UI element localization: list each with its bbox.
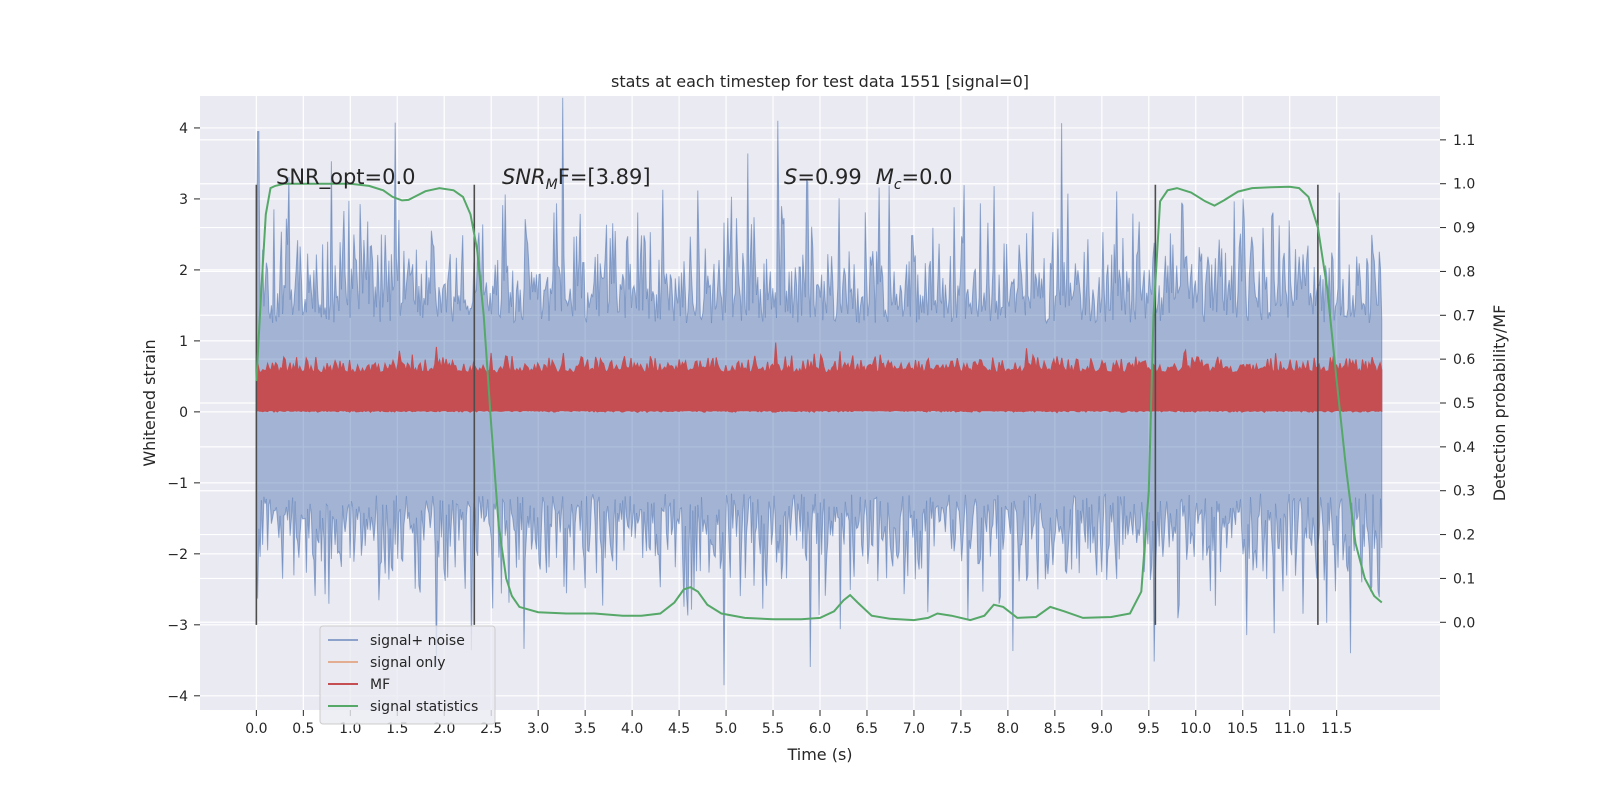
x-tick-label: 2.0 [433,721,455,737]
x-tick-label: 11.0 [1274,721,1305,737]
x-tick-label: 5.0 [715,721,737,737]
snr-mf-sub: M [546,177,558,193]
x-axis-label: Time (s) [786,745,852,764]
x-tick-label: 6.0 [809,721,831,737]
x-tick-label: 4.5 [668,721,690,737]
x-tick-label: 8.5 [1044,721,1066,737]
y-tick-label: −4 [167,689,188,705]
y-tick-label: 3 [179,192,188,208]
x-tick-label: 8.0 [997,721,1019,737]
legend-label: signal only [370,655,445,671]
y-tick-label: 4 [179,121,188,137]
legend-box [319,625,496,725]
legend-item-signal-statistics: signal statistics [328,699,478,715]
x-tick-label: 0.0 [245,721,267,737]
chart-title: stats at each timestep for test data 155… [611,72,1029,91]
right-y-tick-label: 0.0 [1453,615,1475,631]
x-tick-label: 4.0 [621,721,643,737]
y-tick-label: −1 [167,476,188,492]
mf-series [255,342,1383,414]
y-tick-label: −3 [167,618,188,634]
snr-mf-var: SNR [502,165,546,189]
right-y-tick-label: 0.9 [1453,221,1475,237]
legend-item-mf: MF [328,677,390,693]
annotation-snr-mf: SNRMF=[3.89] [502,165,651,193]
legend-label: MF [370,677,390,693]
right-y-tick-label: 1.0 [1453,177,1475,193]
x-tick-label: 0.5 [292,721,314,737]
vertical-markers [255,184,1319,625]
right-y-axis-ticks: 1.1 1.0 0.9 0.8 0.7 0.6 0.5 0.4 0.3 0.2 0.1 0.0 [1440,133,1475,631]
legend: signal+ noise signal only MF signal stat… [319,625,496,725]
mc-var: M [876,165,894,189]
right-y-tick-label: 1.1 [1453,133,1475,149]
x-tick-label: 11.5 [1321,721,1352,737]
right-y-tick-label: 0.4 [1453,440,1475,456]
data-layer [255,97,1383,686]
y-tick-label: 1 [179,334,188,350]
legend-item-signal-noise: signal+ noise [328,633,465,649]
x-axis-ticks: 0.0 0.5 1.0 1.5 2.0 2.5 3.0 3.5 4.0 4.5 5.0 5.5 6.0 6… [245,710,1352,737]
x-tick-label: 10.5 [1227,721,1258,737]
x-tick-label: 6.5 [856,721,878,737]
legend-item-signal-only: signal only [328,655,445,671]
x-tick-label: 7.0 [903,721,925,737]
s-value: =0.99 [797,165,861,189]
x-tick-label: 9.5 [1138,721,1160,737]
signal-statistics-series [255,182,1383,622]
right-y-axis-label: Detection probability/MF [1490,305,1509,502]
x-tick-label: 9.0 [1091,721,1113,737]
x-tick-label: 1.5 [386,721,408,737]
x-tick-label: 7.5 [950,721,972,737]
legend-label: signal+ noise [370,633,465,649]
y-tick-label: 0 [179,405,188,421]
mc-sub: c [894,177,902,193]
annotation-s-mc: S=0.99 Mc=0.0 [784,165,953,193]
x-tick-label: 5.5 [762,721,784,737]
x-tick-label: 3.0 [527,721,549,737]
right-y-tick-label: 0.3 [1453,484,1475,500]
x-tick-label: 3.5 [574,721,596,737]
x-tick-label: 2.5 [480,721,502,737]
y-tick-label: 2 [179,263,188,279]
y-axis-label: Whitened strain [140,339,159,466]
right-y-tick-label: 0.2 [1453,528,1475,544]
s-var: S [784,165,797,189]
right-y-tick-label: 0.1 [1453,571,1475,587]
legend-label: signal statistics [370,699,478,715]
x-tick-label: 1.0 [339,721,361,737]
annotation-snr-opt: SNR_opt=0.0 [276,165,416,190]
right-y-tick-label: 0.5 [1453,396,1475,412]
right-y-tick-label: 0.8 [1453,264,1475,280]
snr-mf-tail: F=[3.89] [558,165,651,189]
y-axis-ticks: 4 3 2 1 0 −1 −2 −3 −4 [167,121,200,705]
right-y-tick-label: 0.7 [1453,308,1475,324]
mc-value: =0.0 [902,165,953,189]
y-tick-label: −2 [167,547,188,563]
x-tick-label: 10.0 [1180,721,1211,737]
right-y-tick-label: 0.6 [1453,352,1475,368]
